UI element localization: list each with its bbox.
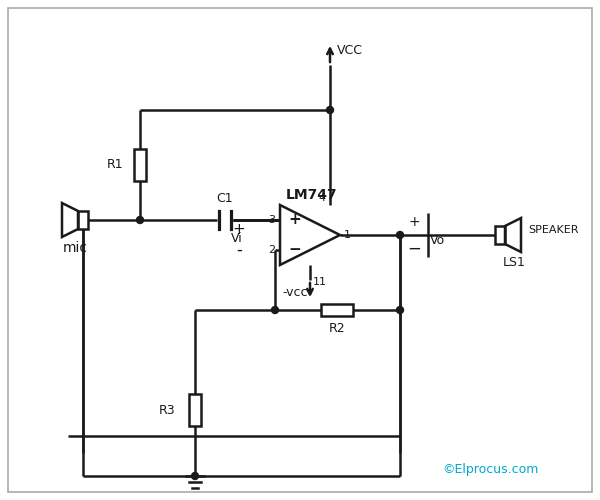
Text: Vi: Vi [231, 232, 243, 244]
Text: 1: 1 [344, 230, 351, 240]
Text: Vo: Vo [430, 234, 445, 246]
Text: 4: 4 [319, 193, 326, 203]
Text: R1: R1 [107, 158, 124, 172]
Text: C1: C1 [217, 192, 233, 204]
Text: ©Elprocus.com: ©Elprocus.com [442, 464, 538, 476]
Text: R3: R3 [158, 404, 175, 416]
Text: LS1: LS1 [503, 256, 526, 270]
Text: 2: 2 [268, 245, 275, 255]
Text: 3: 3 [268, 215, 275, 225]
Bar [134, 149, 146, 181]
Bar [321, 304, 353, 316]
Text: +: + [408, 215, 420, 229]
Bar [189, 394, 201, 426]
Text: −: − [288, 242, 301, 258]
Text: +: + [233, 222, 245, 238]
Text: -vcc: -vcc [282, 286, 308, 300]
Text: +: + [288, 212, 301, 228]
Text: VCC: VCC [337, 44, 363, 57]
Circle shape [271, 306, 278, 314]
Circle shape [397, 232, 404, 238]
Text: SPEAKER: SPEAKER [528, 225, 578, 235]
Circle shape [397, 306, 404, 314]
Bar [78, 211, 88, 229]
Text: 11: 11 [313, 277, 327, 287]
Circle shape [137, 216, 143, 224]
Text: mic: mic [62, 241, 88, 255]
Text: -: - [236, 241, 242, 259]
Circle shape [191, 472, 199, 480]
Text: R2: R2 [329, 322, 346, 334]
Circle shape [326, 106, 334, 114]
Text: −: − [407, 240, 421, 258]
Bar [495, 226, 505, 244]
Text: LM747: LM747 [286, 188, 338, 202]
